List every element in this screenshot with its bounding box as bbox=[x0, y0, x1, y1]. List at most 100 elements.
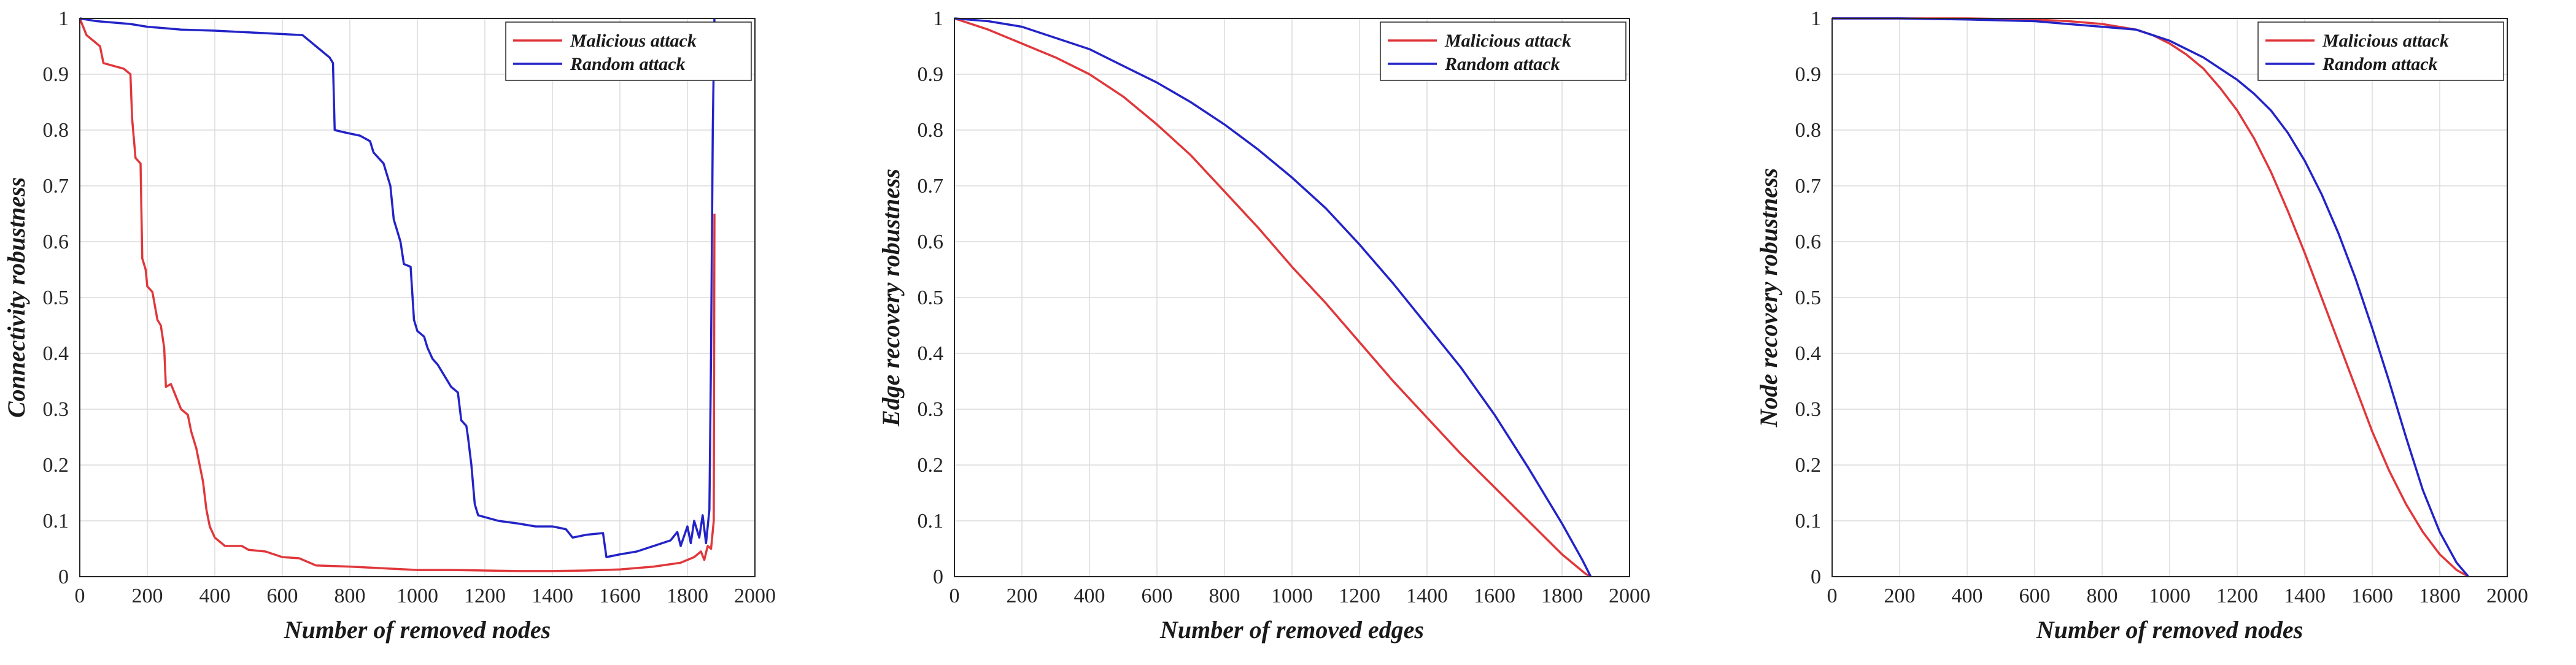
y-tick-label: 0.4 bbox=[1795, 342, 1822, 365]
series-line-random bbox=[79, 17, 716, 558]
x-tick-label: 800 bbox=[1209, 585, 1240, 607]
plot-frame bbox=[954, 18, 1630, 577]
x-tick-label: 1000 bbox=[2149, 585, 2191, 607]
x-tick-label: 1000 bbox=[396, 585, 438, 607]
x-tick-label: 800 bbox=[2087, 585, 2118, 607]
series-group bbox=[1832, 17, 2470, 578]
x-tick-label: 1200 bbox=[2216, 585, 2258, 607]
y-axis-label: Edge recovery robustness bbox=[877, 169, 905, 427]
series-group bbox=[79, 17, 716, 572]
y-tick-label: 0 bbox=[1811, 566, 1821, 588]
x-tick-label: 2000 bbox=[1609, 585, 1650, 607]
x-tick-label: 1400 bbox=[532, 585, 573, 607]
series-group bbox=[954, 17, 1592, 578]
y-tick-label: 0.9 bbox=[43, 63, 69, 86]
y-tick-label: 0.4 bbox=[43, 342, 69, 365]
x-tick-label: 1800 bbox=[667, 585, 708, 607]
legend-label: Random attack bbox=[570, 54, 686, 74]
y-tick-label: 0.3 bbox=[43, 398, 69, 421]
x-tick-label: 800 bbox=[335, 585, 366, 607]
y-tick-label: 1 bbox=[1811, 7, 1821, 30]
y-tick-label: 0.3 bbox=[1795, 398, 1822, 421]
x-tick-label: 1600 bbox=[2351, 585, 2393, 607]
y-tick-label: 0.6 bbox=[1795, 231, 1822, 253]
y-tick-label: 0.6 bbox=[918, 231, 944, 253]
edge-recovery-robustness-chart: 0 200 400 600 800 1000 1200 1400 1600 1800 2000 0 0.… bbox=[877, 7, 1651, 644]
y-tick-label: 0.3 bbox=[918, 398, 944, 421]
x-tick-label: 600 bbox=[267, 585, 298, 607]
x-tick-label: 200 bbox=[1884, 585, 1916, 607]
x-tick-label: 1600 bbox=[1474, 585, 1515, 607]
series-line-malicious bbox=[954, 17, 1592, 578]
y-tick-label: 0.8 bbox=[1795, 119, 1822, 142]
x-tick-label: 200 bbox=[1007, 585, 1038, 607]
plot-frame bbox=[1831, 18, 2508, 577]
tick-labels: 0 200 400 600 800 1000 1200 1400 1600 1800 2000 0 0.… bbox=[43, 7, 776, 607]
grid-lines bbox=[954, 18, 1630, 577]
y-tick-label: 0.5 bbox=[43, 286, 69, 309]
legend-label: Malicious attack bbox=[2322, 31, 2449, 51]
x-tick-label: 1200 bbox=[464, 585, 506, 607]
legend: Malicious attack Random attack bbox=[505, 21, 752, 81]
legend-box bbox=[1380, 21, 1626, 81]
y-tick-label: 0.2 bbox=[918, 454, 944, 477]
legend-label: Malicious attack bbox=[1444, 31, 1571, 51]
y-tick-label: 0.8 bbox=[43, 119, 69, 142]
x-axis-label: Number of removed edges bbox=[1159, 616, 1424, 644]
legend: Malicious attack Random attack bbox=[2257, 21, 2504, 81]
x-tick-label: 600 bbox=[1142, 585, 1173, 607]
x-tick-label: 400 bbox=[1952, 585, 1983, 607]
x-tick-label: 200 bbox=[132, 585, 163, 607]
y-tick-label: 0.9 bbox=[1795, 63, 1822, 86]
x-axis-label: Number of removed nodes bbox=[2036, 616, 2303, 644]
x-tick-label: 1000 bbox=[1271, 585, 1313, 607]
x-tick-label: 2000 bbox=[734, 585, 776, 607]
y-tick-label: 0.5 bbox=[1795, 286, 1822, 309]
y-tick-label: 0.2 bbox=[43, 454, 69, 477]
legend-box bbox=[505, 21, 752, 81]
y-tick-label: 1 bbox=[933, 7, 943, 30]
legend: Malicious attack Random attack bbox=[1380, 21, 1626, 81]
y-tick-label: 0.7 bbox=[43, 175, 69, 198]
y-tick-label: 0.1 bbox=[43, 510, 69, 532]
y-tick-label: 0.9 bbox=[918, 63, 944, 86]
series-line-random bbox=[1832, 17, 2470, 578]
y-tick-label: 0.2 bbox=[1795, 454, 1822, 477]
x-tick-label: 2000 bbox=[2486, 585, 2528, 607]
x-tick-label: 0 bbox=[75, 585, 85, 607]
tick-labels: 0 200 400 600 800 1000 1200 1400 1600 1800 2000 0 0.… bbox=[1795, 7, 2529, 607]
y-tick-label: 0.8 bbox=[918, 119, 944, 142]
y-tick-label: 0.5 bbox=[918, 286, 944, 309]
x-tick-label: 0 bbox=[1827, 585, 1838, 607]
legend-label: Random attack bbox=[1444, 54, 1560, 74]
y-axis-label: Connectivity robustness bbox=[2, 177, 30, 418]
legend-label: Random attack bbox=[2322, 54, 2438, 74]
series-line-malicious bbox=[1832, 17, 2469, 578]
x-tick-label: 1600 bbox=[599, 585, 641, 607]
x-tick-label: 1400 bbox=[2284, 585, 2326, 607]
grid-lines bbox=[79, 18, 756, 577]
x-tick-label: 600 bbox=[2019, 585, 2051, 607]
x-tick-label: 0 bbox=[950, 585, 960, 607]
x-tick-label: 400 bbox=[199, 585, 231, 607]
y-tick-label: 1 bbox=[58, 7, 69, 30]
grid-lines bbox=[1831, 18, 2508, 577]
y-tick-label: 0.1 bbox=[1795, 510, 1822, 532]
y-tick-label: 0.7 bbox=[918, 175, 944, 198]
x-axis-label: Number of removed nodes bbox=[284, 616, 551, 644]
node-recovery-robustness-chart: 0 200 400 600 800 1000 1200 1400 1600 1800 2000 0 0.… bbox=[1755, 7, 2529, 644]
y-tick-label: 0.7 bbox=[1795, 175, 1822, 198]
y-tick-label: 0 bbox=[933, 566, 943, 588]
y-tick-label: 0.4 bbox=[918, 342, 944, 365]
series-line-malicious bbox=[79, 18, 716, 572]
tick-labels: 0 200 400 600 800 1000 1200 1400 1600 1800 2000 0 0.… bbox=[918, 7, 1651, 607]
plot-frame bbox=[79, 18, 756, 577]
y-tick-label: 0.1 bbox=[918, 510, 944, 532]
series-line-random bbox=[954, 17, 1592, 577]
legend-label: Malicious attack bbox=[570, 31, 697, 51]
x-tick-label: 400 bbox=[1074, 585, 1105, 607]
y-tick-label: 0.6 bbox=[43, 231, 69, 253]
x-tick-label: 1400 bbox=[1406, 585, 1448, 607]
y-tick-label: 0 bbox=[58, 566, 69, 588]
y-axis-label: Node recovery robustness bbox=[1755, 168, 1782, 428]
